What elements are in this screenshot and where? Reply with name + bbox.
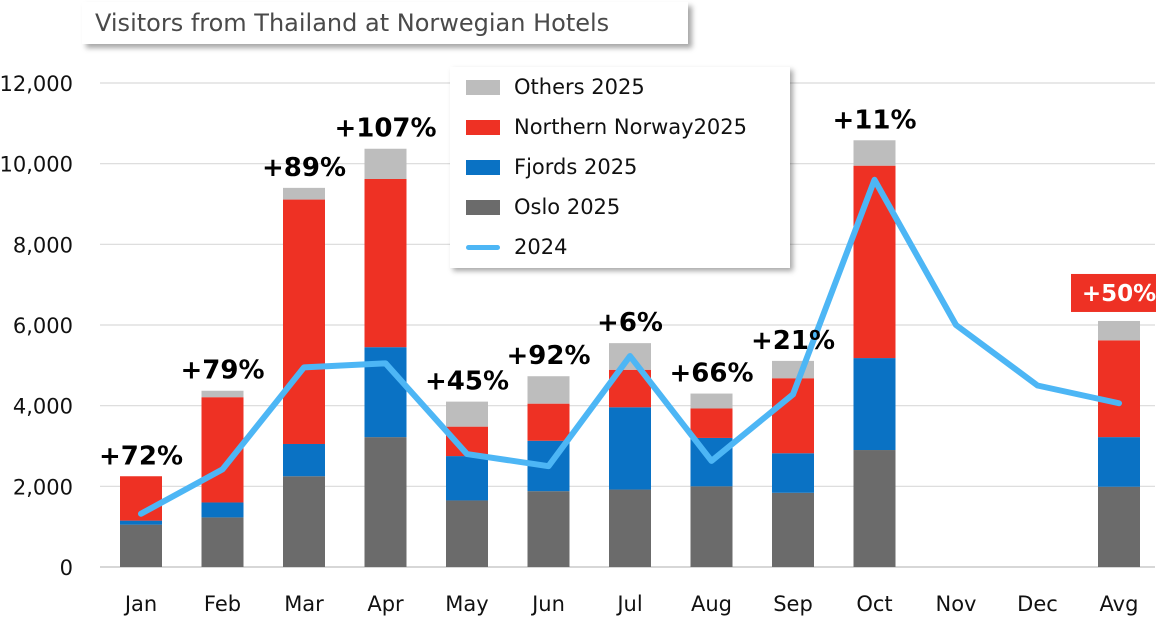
bar-others-mar	[283, 187, 325, 200]
x-tick-label: May	[445, 592, 488, 616]
annotation-label: +72%	[99, 441, 183, 471]
bar-oslo-jun	[527, 491, 570, 567]
y-tick-label: 8,000	[13, 233, 73, 257]
legend-label-fjords: Fjords 2025	[514, 155, 638, 179]
bar-oslo-avg	[1098, 486, 1140, 567]
bar-northern-aug	[690, 408, 733, 438]
bar-northern-mar	[283, 199, 325, 444]
annotation-badge	[1071, 273, 1156, 312]
annotation-label: +45%	[425, 367, 509, 397]
legend: Others 2025 Northern Norway2025 Fjords 2…	[450, 67, 790, 268]
x-tick-label: Sep	[773, 592, 813, 616]
y-tick-label: 10,000	[0, 153, 73, 177]
bar-others-feb	[201, 390, 244, 398]
bar-oslo-apr	[364, 437, 407, 567]
bar-others-may	[446, 401, 488, 427]
bar-others-avg	[1098, 320, 1140, 341]
legend-label-northern-norway: Northern Norway2025	[514, 115, 748, 139]
x-tick-label: Jul	[615, 592, 642, 616]
y-tick-label: 2,000	[13, 475, 73, 499]
annotation-label: +66%	[669, 359, 753, 389]
legend-item-oslo: Oslo 2025	[466, 187, 620, 227]
legend-line-2024	[466, 244, 500, 250]
legend-item-northern-norway: Northern Norway2025	[466, 107, 747, 147]
legend-label-2024: 2024	[514, 235, 568, 259]
x-tick-label: Jun	[530, 592, 565, 616]
legend-swatch-fjords	[466, 159, 500, 175]
annotation-label: +11%	[832, 105, 916, 135]
bar-others-apr	[364, 148, 407, 179]
legend-item-2024: 2024	[466, 227, 567, 267]
bar-oslo-sep	[772, 492, 814, 567]
chart-title-box: Visitors from Thailand at Norwegian Hote…	[82, 2, 688, 44]
legend-swatch-oslo	[466, 199, 500, 215]
x-tick-label: Nov	[936, 592, 977, 616]
bar-oslo-aug	[690, 486, 733, 567]
bar-oslo-feb	[201, 517, 244, 567]
x-tick-label: Apr	[367, 592, 404, 616]
bar-fjords-oct	[853, 358, 896, 451]
bar-northern-oct	[853, 165, 896, 359]
legend-swatch-others	[466, 79, 500, 95]
bar-others-aug	[690, 393, 733, 409]
bar-fjords-sep	[772, 453, 814, 493]
legend-swatch-northern-norway	[466, 119, 500, 135]
x-tick-label: Aug	[691, 592, 732, 616]
x-tick-label: Jan	[123, 592, 157, 616]
x-tick-label: Mar	[284, 592, 324, 616]
bar-fjords-jul	[609, 407, 651, 490]
bar-fjords-mar	[283, 443, 325, 477]
bar-northern-jun	[527, 403, 570, 441]
x-tick-label: Avg	[1100, 592, 1139, 616]
legend-label-others: Others 2025	[514, 75, 645, 99]
annotation-label: +79%	[180, 356, 264, 386]
legend-label-oslo: Oslo 2025	[514, 195, 621, 219]
y-tick-label: 0	[60, 556, 73, 580]
bar-oslo-oct	[853, 450, 896, 567]
annotation-label: +21%	[751, 326, 835, 356]
annotation-label: +92%	[506, 341, 590, 371]
bar-oslo-jan	[120, 524, 162, 567]
chart-title: Visitors from Thailand at Norwegian Hote…	[95, 9, 610, 37]
x-tick-label: Feb	[204, 592, 241, 616]
annotation-label: +89%	[262, 153, 346, 183]
annotation-label: +107%	[334, 114, 436, 144]
bar-oslo-mar	[283, 476, 325, 567]
bar-fjords-feb	[201, 502, 244, 518]
bar-others-oct	[853, 140, 896, 166]
y-tick-label: 6,000	[13, 314, 73, 338]
bar-others-jun	[527, 376, 570, 404]
annotation-label: +50%	[1082, 281, 1156, 307]
x-tick-label: Dec	[1017, 592, 1058, 616]
annotation-label: +6%	[597, 308, 663, 338]
bar-fjords-jan	[120, 520, 162, 525]
bar-oslo-jul	[609, 489, 651, 567]
bar-northern-avg	[1098, 340, 1140, 438]
bar-fjords-avg	[1098, 437, 1140, 487]
y-tick-label: 4,000	[13, 395, 73, 419]
bar-fjords-may	[446, 456, 488, 501]
y-tick-label: 12,000	[0, 72, 73, 96]
bar-oslo-may	[446, 500, 488, 567]
line-2024	[138, 176, 1122, 517]
legend-item-others: Others 2025	[466, 67, 645, 107]
bar-northern-apr	[364, 178, 407, 348]
legend-item-fjords: Fjords 2025	[466, 147, 637, 187]
x-tick-label: Oct	[856, 592, 892, 616]
